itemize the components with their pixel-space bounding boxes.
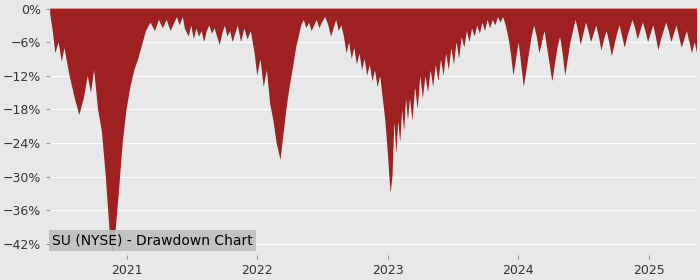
Text: SU (NYSE) - Drawdown Chart: SU (NYSE) - Drawdown Chart xyxy=(52,234,253,248)
